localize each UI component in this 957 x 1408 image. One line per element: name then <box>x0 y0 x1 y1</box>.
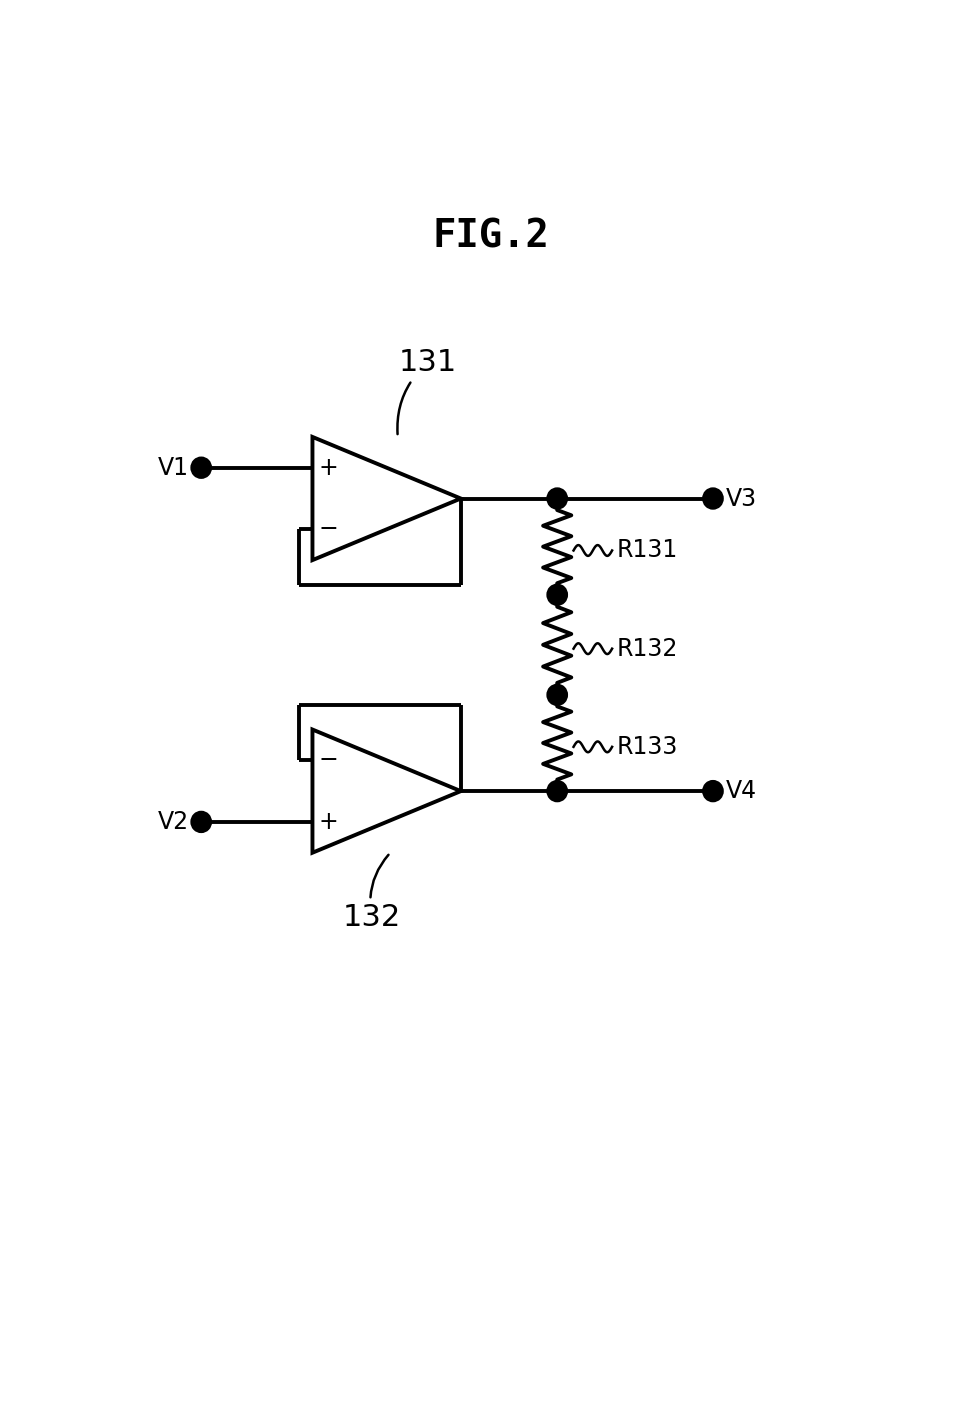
Text: +: + <box>319 810 339 834</box>
Text: +: + <box>319 456 339 480</box>
Circle shape <box>192 459 211 477</box>
Text: R131: R131 <box>616 538 678 562</box>
Circle shape <box>548 489 567 508</box>
Text: R132: R132 <box>616 636 678 660</box>
Text: V1: V1 <box>158 456 189 480</box>
Circle shape <box>704 489 722 508</box>
Circle shape <box>548 686 567 704</box>
Text: −: − <box>319 748 339 773</box>
Text: V3: V3 <box>725 487 757 511</box>
Circle shape <box>548 781 567 800</box>
Text: 131: 131 <box>397 348 456 434</box>
Circle shape <box>704 781 722 800</box>
Text: −: − <box>319 517 339 541</box>
Circle shape <box>548 586 567 604</box>
Circle shape <box>192 812 211 831</box>
Text: FIG.2: FIG.2 <box>432 218 549 256</box>
Text: R133: R133 <box>616 735 678 759</box>
Text: V4: V4 <box>725 779 757 803</box>
Text: V2: V2 <box>158 810 189 834</box>
Text: 132: 132 <box>343 855 401 932</box>
